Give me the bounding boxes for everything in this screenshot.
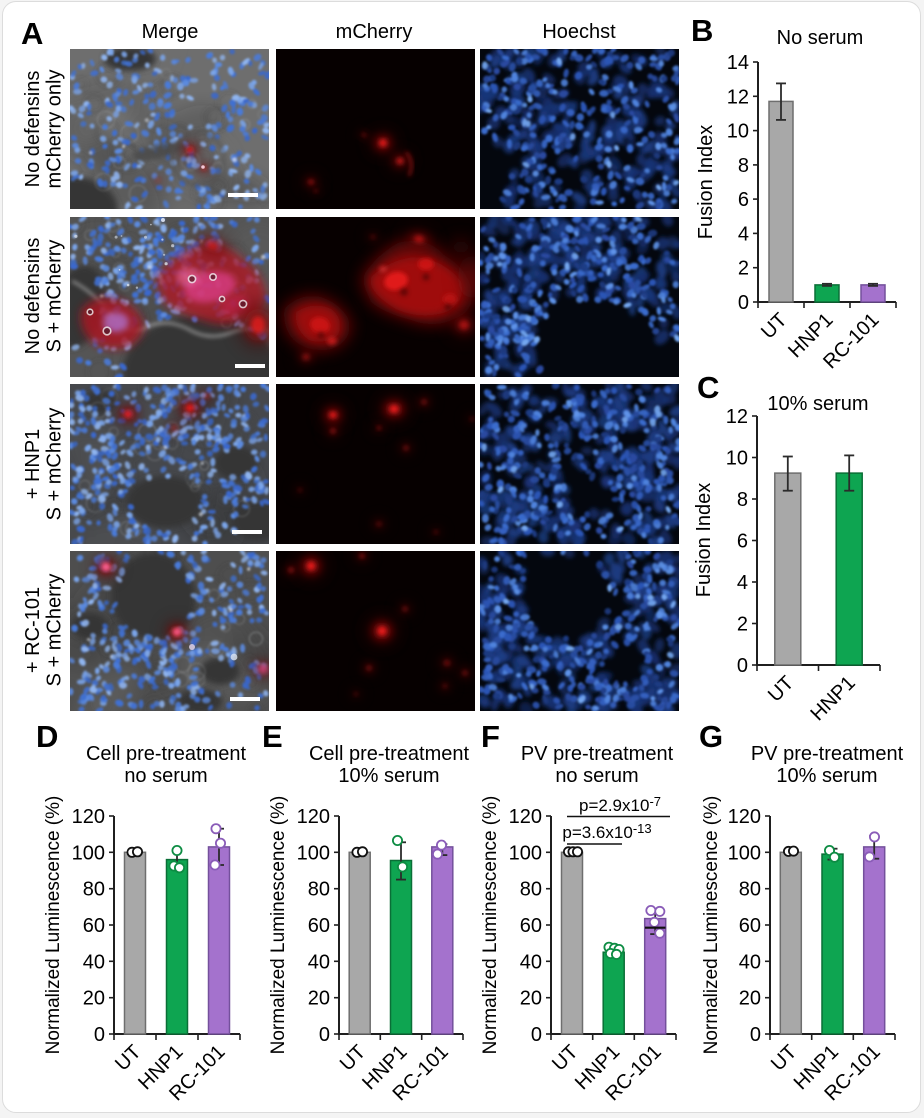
svg-text:0: 0	[750, 1024, 761, 1046]
svg-text:F: F	[481, 719, 500, 754]
svg-text:Cell pre-treatment: Cell pre-treatment	[309, 743, 470, 765]
svg-text:6: 6	[738, 189, 749, 211]
svg-text:40: 40	[83, 951, 105, 973]
svg-text:Merge: Merge	[142, 21, 199, 43]
svg-text:PV pre-treatment: PV pre-treatment	[521, 743, 674, 765]
svg-text:no serum: no serum	[555, 765, 638, 787]
svg-text:UT: UT	[767, 1041, 801, 1075]
svg-text:Fusion Index: Fusion Index	[695, 125, 717, 240]
svg-text:0: 0	[737, 655, 748, 677]
svg-text:Hoechst: Hoechst	[542, 21, 616, 43]
svg-text:No defensins: No defensins	[22, 71, 44, 188]
svg-text:12: 12	[726, 406, 748, 428]
svg-text:40: 40	[308, 951, 330, 973]
svg-text:120: 120	[509, 806, 542, 828]
svg-text:Cell pre-treatment: Cell pre-treatment	[86, 743, 247, 765]
svg-text:2: 2	[738, 258, 749, 280]
svg-text:10% serum: 10% serum	[776, 765, 877, 787]
svg-text:Normalized Luminescence (%): Normalized Luminescence (%)	[268, 796, 289, 1055]
svg-text:+ HNP1: + HNP1	[22, 429, 44, 500]
svg-text:+ RC-101: + RC-101	[22, 587, 44, 673]
svg-text:20: 20	[83, 988, 105, 1010]
svg-text:10: 10	[726, 448, 748, 470]
svg-text:mCherry only: mCherry only	[44, 70, 66, 189]
svg-text:100: 100	[297, 842, 330, 864]
svg-text:20: 20	[520, 988, 542, 1010]
svg-text:UT: UT	[336, 1041, 370, 1075]
svg-text:G: G	[699, 719, 723, 754]
svg-text:4: 4	[737, 572, 748, 594]
svg-text:6: 6	[737, 531, 748, 553]
svg-text:UT: UT	[764, 672, 798, 706]
svg-text:0: 0	[738, 292, 749, 314]
svg-text:HNP1: HNP1	[806, 672, 859, 725]
svg-text:Fusion Index: Fusion Index	[693, 483, 715, 598]
svg-text:No defensins: No defensins	[22, 238, 44, 355]
svg-text:80: 80	[739, 879, 761, 901]
svg-text:2: 2	[737, 614, 748, 636]
svg-text:4: 4	[738, 223, 749, 245]
svg-text:Normalized Luminescence (%): Normalized Luminescence (%)	[43, 796, 64, 1055]
svg-text:UT: UT	[111, 1041, 145, 1075]
svg-text:120: 120	[728, 806, 761, 828]
svg-text:B: B	[691, 13, 713, 48]
svg-text:E: E	[262, 719, 283, 754]
svg-text:80: 80	[308, 879, 330, 901]
svg-text:A: A	[21, 16, 43, 51]
svg-text:10% serum: 10% serum	[767, 393, 868, 415]
svg-text:p=3.6x10-13: p=3.6x10-13	[562, 821, 651, 842]
svg-text:60: 60	[739, 915, 761, 937]
svg-text:40: 40	[739, 951, 761, 973]
svg-text:60: 60	[308, 915, 330, 937]
svg-text:10% serum: 10% serum	[338, 765, 439, 787]
svg-text:10: 10	[727, 121, 749, 143]
svg-text:60: 60	[83, 915, 105, 937]
svg-text:no serum: no serum	[124, 765, 207, 787]
svg-text:C: C	[697, 370, 719, 405]
svg-text:0: 0	[94, 1024, 105, 1046]
svg-text:14: 14	[727, 52, 749, 74]
svg-text:D: D	[36, 719, 58, 754]
svg-text:40: 40	[520, 951, 542, 973]
svg-text:0: 0	[531, 1024, 542, 1046]
svg-text:S + mCherry: S + mCherry	[44, 240, 66, 353]
svg-text:120: 120	[72, 806, 105, 828]
svg-text:No serum: No serum	[777, 27, 864, 49]
svg-text:mCherry: mCherry	[336, 21, 413, 43]
svg-text:12: 12	[727, 86, 749, 108]
svg-text:S + mCherry: S + mCherry	[44, 408, 66, 521]
svg-text:20: 20	[739, 988, 761, 1010]
svg-text:S + mCherry: S + mCherry	[44, 574, 66, 687]
svg-text:UT: UT	[757, 309, 791, 343]
svg-text:8: 8	[738, 155, 749, 177]
svg-text:0: 0	[319, 1024, 330, 1046]
svg-text:PV pre-treatment: PV pre-treatment	[751, 743, 904, 765]
svg-text:100: 100	[72, 842, 105, 864]
svg-text:p=2.9x10-7: p=2.9x10-7	[579, 794, 661, 815]
svg-text:80: 80	[83, 879, 105, 901]
svg-text:8: 8	[737, 489, 748, 511]
svg-text:20: 20	[308, 988, 330, 1010]
svg-text:Normalized Luminescence (%): Normalized Luminescence (%)	[701, 796, 722, 1055]
svg-text:100: 100	[509, 842, 542, 864]
svg-text:80: 80	[520, 879, 542, 901]
svg-text:120: 120	[297, 806, 330, 828]
svg-text:Normalized Luminescence (%): Normalized Luminescence (%)	[480, 796, 501, 1055]
svg-text:UT: UT	[548, 1041, 582, 1075]
svg-text:100: 100	[728, 842, 761, 864]
svg-text:60: 60	[520, 915, 542, 937]
